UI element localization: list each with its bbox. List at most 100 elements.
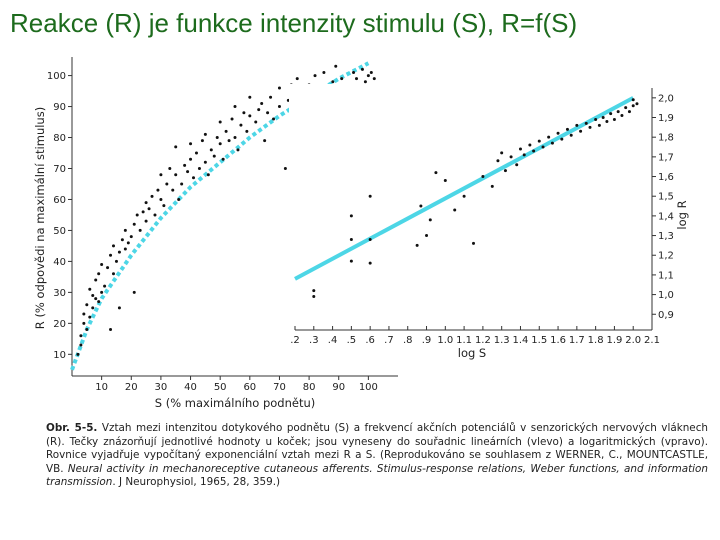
left-y-tick-label: 100 — [47, 71, 66, 82]
right-x-axis-label: log S — [458, 346, 487, 360]
right-data-point — [415, 243, 419, 247]
left-data-point — [203, 132, 207, 136]
right-x-tick-label: 1.2 — [475, 335, 491, 346]
right-x-tick-label: 1.5 — [531, 335, 547, 346]
right-data-point — [312, 289, 316, 293]
left-data-point — [269, 95, 273, 99]
right-x-tick-label: 1.9 — [606, 335, 622, 346]
left-x-tick-label: 40 — [184, 382, 197, 393]
right-data-point — [565, 127, 569, 131]
right-data-point — [624, 106, 628, 110]
right-x-tick-label: .5 — [347, 335, 357, 346]
left-data-point — [277, 86, 281, 90]
left-x-axis-label: S (% maximálního podnětu) — [155, 396, 315, 410]
left-data-point — [239, 123, 243, 127]
left-data-point — [91, 293, 95, 297]
left-data-point — [233, 136, 237, 140]
left-data-point — [180, 182, 184, 186]
right-y-axis-label: log R — [675, 200, 689, 229]
left-data-point — [85, 303, 89, 307]
left-data-point — [236, 148, 240, 152]
right-data-point — [496, 159, 500, 163]
right-y-tick-label: 1,1 — [658, 270, 674, 281]
left-data-point — [174, 145, 178, 149]
left-y-tick-label: 90 — [53, 102, 66, 113]
left-data-point — [340, 77, 344, 81]
left-data-point — [82, 321, 86, 325]
left-data-point — [144, 201, 148, 205]
right-data-point — [550, 141, 554, 145]
right-data-point — [528, 143, 532, 147]
left-data-point — [171, 188, 175, 192]
right-x-tick-label: 1.3 — [494, 335, 510, 346]
right-y-tick-label: 1,9 — [658, 113, 674, 124]
right-y-tick-label: 1,3 — [658, 231, 674, 242]
left-data-point — [109, 328, 113, 332]
right-data-point — [425, 234, 429, 238]
left-data-point — [88, 315, 92, 319]
left-data-point — [138, 228, 142, 232]
right-data-point — [368, 261, 372, 265]
right-data-point — [575, 123, 579, 127]
left-data-point — [248, 114, 252, 118]
left-data-point — [242, 111, 246, 115]
right-y-tick-label: 1,8 — [658, 133, 674, 144]
left-y-tick-label: 20 — [53, 319, 66, 330]
right-x-tick-label: 2.0 — [625, 335, 641, 346]
left-data-point — [233, 105, 237, 109]
right-data-point — [419, 204, 423, 208]
left-x-tick-label: 10 — [95, 382, 108, 393]
right-x-tick-label: 2.1 — [644, 335, 660, 346]
right-data-point — [532, 149, 536, 153]
left-data-point — [159, 197, 163, 201]
right-y-tick-label: 2,0 — [658, 93, 674, 104]
left-data-point — [313, 74, 317, 78]
left-data-point — [189, 157, 193, 161]
left-data-point — [322, 70, 326, 74]
left-data-point — [126, 241, 130, 245]
left-data-point — [334, 64, 338, 68]
left-data-point — [283, 166, 287, 170]
left-data-point — [100, 290, 104, 294]
left-x-tick-label: 60 — [243, 382, 256, 393]
left-y-tick-label: 80 — [53, 133, 66, 144]
left-data-point — [221, 157, 225, 161]
right-data-point — [481, 175, 485, 179]
left-data-point — [197, 166, 201, 170]
figure: 10 20 30 40 50 60 70 80 90 100 10 20 30 40 50 60 70 80 90 1… — [33, 57, 689, 410]
right-data-point — [522, 153, 526, 157]
right-data-point — [547, 135, 551, 139]
left-data-point — [97, 272, 101, 276]
left-data-point — [85, 328, 89, 332]
right-x-tick-label: .4 — [328, 335, 338, 346]
caption-text-part-3: . Rovnice vyjadřuje vypočítaný exponenci… — [46, 435, 709, 475]
left-x-tick-label: 30 — [155, 382, 168, 393]
right-x-tick-label: 1.6 — [550, 335, 566, 346]
right-data-point — [588, 125, 592, 129]
left-data-point — [245, 129, 249, 133]
left-data-point — [156, 188, 160, 192]
left-data-point — [135, 213, 139, 217]
left-data-point — [218, 120, 222, 124]
left-data-point — [263, 139, 267, 143]
right-data-point — [349, 237, 353, 241]
left-y-tick-label: 10 — [53, 350, 66, 361]
left-data-point — [141, 210, 145, 214]
right-data-point — [601, 116, 605, 120]
caption-text-part-1: Vztah mezi intenzitou dotykového podnětu… — [46, 422, 708, 448]
right-data-point — [635, 102, 639, 106]
right-data-point — [537, 139, 541, 143]
left-data-point — [123, 247, 127, 251]
right-y-tick-label: 1,0 — [658, 290, 674, 301]
left-data-point — [79, 334, 83, 338]
right-y-tick-label: 1,2 — [658, 251, 674, 262]
right-x-tick-label: 1.1 — [456, 335, 472, 346]
right-x-tick-label: 1.7 — [569, 335, 585, 346]
right-x-tick-label: 1.8 — [588, 335, 604, 346]
left-data-point — [111, 272, 115, 276]
left-data-point — [355, 77, 359, 81]
right-data-point — [443, 178, 447, 182]
left-data-point — [277, 105, 281, 109]
right-x-tick-label: .8 — [403, 335, 413, 346]
left-data-point — [88, 287, 92, 291]
